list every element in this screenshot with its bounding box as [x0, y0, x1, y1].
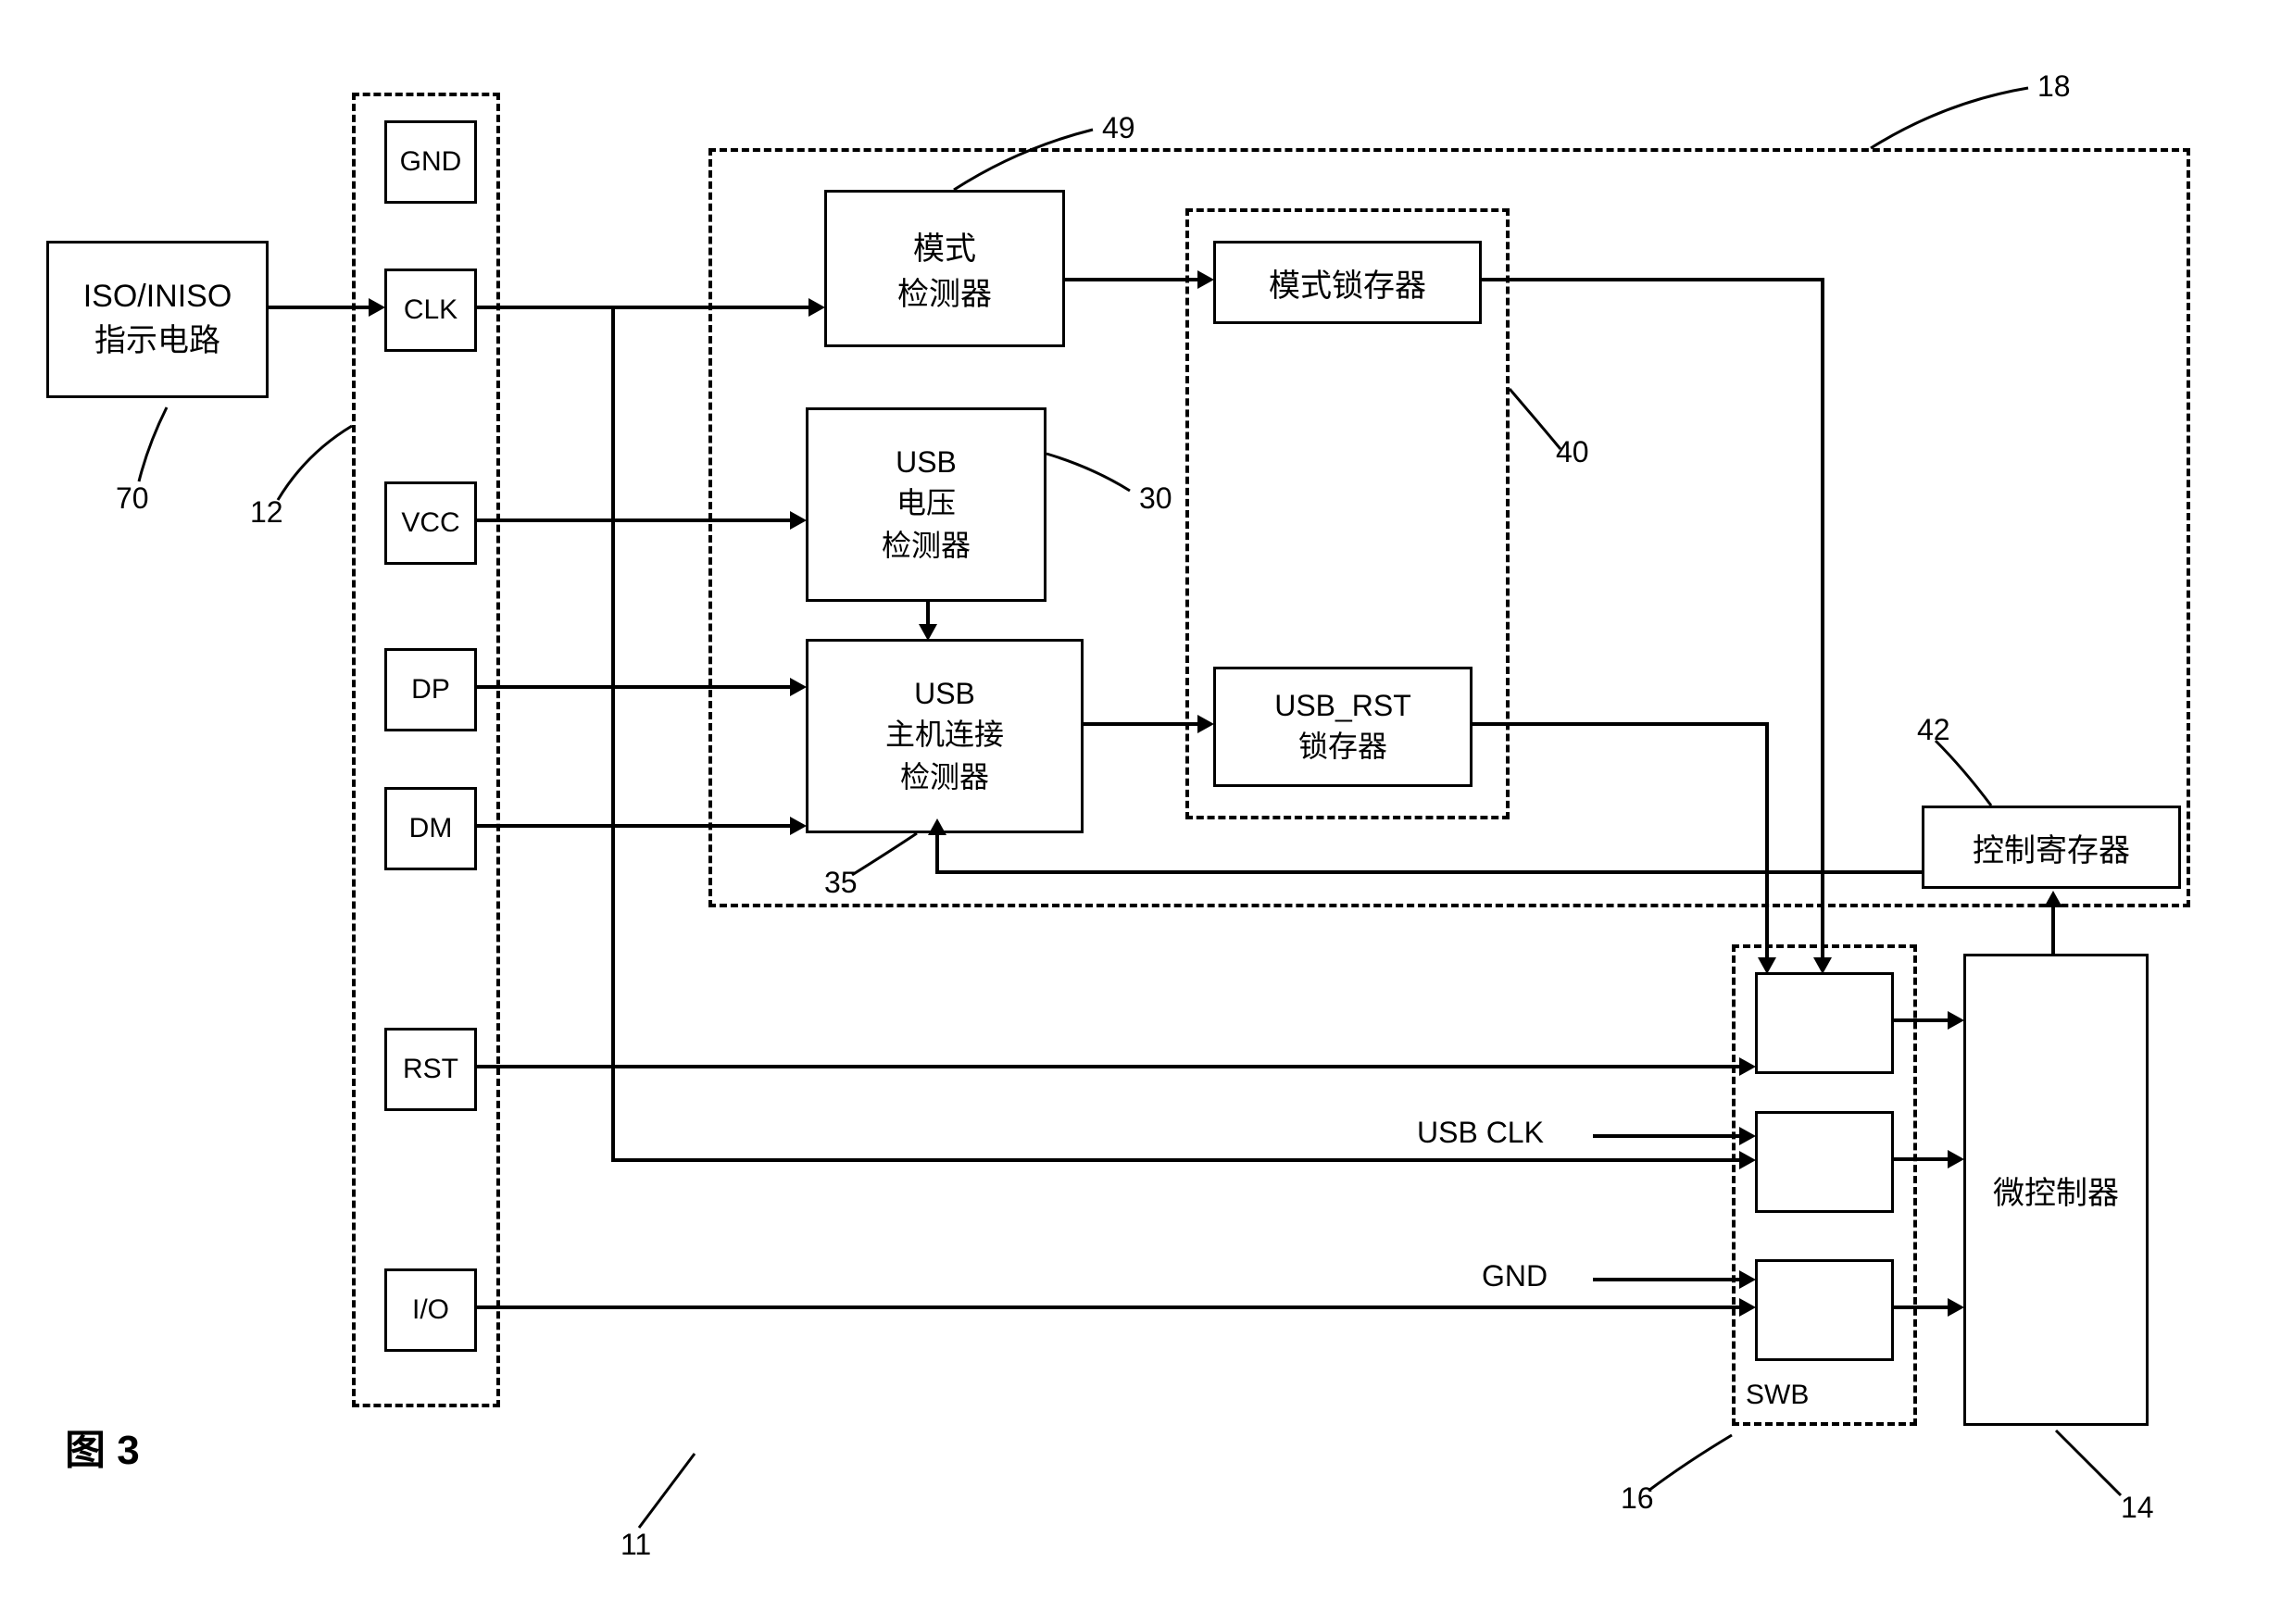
- line-mlatch-v: [1821, 278, 1824, 957]
- pin-rst: RST: [384, 1028, 477, 1111]
- arrow-rst-swb: [1758, 957, 1776, 974]
- usb-voltage-l3: 检测器: [882, 522, 971, 565]
- ref-11: 11: [620, 1528, 651, 1562]
- arrow-iso-clk: [369, 298, 385, 317]
- microcontroller: 微控制器: [1963, 954, 2149, 1426]
- arrow-rst-swb: [1739, 1057, 1756, 1076]
- pin-clk: CLK: [384, 269, 477, 352]
- ref-12: 12: [250, 495, 283, 530]
- line-mlatch-h: [1482, 278, 1824, 281]
- iso-line2: 指示电路: [94, 315, 220, 360]
- pin-clk-label: CLK: [404, 294, 457, 326]
- line-swb3-mcu: [1894, 1305, 1948, 1309]
- ref-16: 16: [1621, 1481, 1654, 1516]
- line-dp-host: [477, 685, 790, 689]
- pin-gnd: GND: [384, 120, 477, 204]
- arrow-swb1-mcu: [1948, 1011, 1964, 1030]
- usb-host-l2: 主机连接: [885, 711, 1004, 754]
- arrow-mlatch-swb: [1813, 957, 1832, 974]
- ref-18: 18: [2037, 69, 2071, 104]
- arrow-usbclk: [1739, 1127, 1756, 1145]
- usb-host-l3: 检测器: [900, 754, 989, 796]
- control-register: 控制寄存器: [1922, 806, 2181, 889]
- pin-vcc: VCC: [384, 481, 477, 565]
- arrow-dp-host: [790, 678, 807, 696]
- swb-in2: [1755, 1111, 1894, 1213]
- arrow-gnd-sig: [1739, 1270, 1756, 1289]
- line-swb1-mcu: [1894, 1018, 1948, 1022]
- mcu-label: 微控制器: [1993, 1168, 2119, 1213]
- arrow-clk-swb: [1739, 1151, 1756, 1169]
- usb-rst-latch: USB_RST 锁存器: [1213, 667, 1473, 787]
- line-clk-h2: [611, 1158, 1739, 1162]
- pin-gnd-label: GND: [400, 146, 462, 178]
- mode-detector-l1: 模式: [913, 223, 976, 269]
- line-io-h: [477, 1305, 1739, 1309]
- usb-clk-label: USB CLK: [1417, 1116, 1544, 1150]
- line-gnd-sig: [1593, 1278, 1739, 1281]
- arrow-usbv-host: [919, 624, 937, 641]
- figure-label: 图 3: [65, 1417, 140, 1476]
- line-dm-host: [477, 824, 790, 828]
- pin-io: I/O: [384, 1268, 477, 1352]
- line-usbv-host: [926, 602, 930, 624]
- line-usbclk: [1593, 1134, 1739, 1138]
- line-vcc-usbv: [477, 518, 790, 522]
- arrow-swb3-mcu: [1948, 1298, 1964, 1317]
- line-iso-clk: [269, 306, 369, 309]
- ref-42: 42: [1917, 713, 1950, 747]
- pin-rst-label: RST: [403, 1054, 458, 1085]
- swb-label: SWB: [1746, 1380, 1809, 1411]
- line-creg-h: [935, 870, 1922, 874]
- arrow-mode-latch: [1197, 270, 1214, 289]
- ref-30: 30: [1139, 481, 1172, 516]
- ref-70: 70: [116, 481, 149, 516]
- iso-iniso-block: ISO/INISO 指示电路: [46, 241, 269, 398]
- arrow-clk-mode: [808, 298, 825, 317]
- usb-host-l1: USB: [914, 677, 975, 711]
- swb-in3: [1755, 1259, 1894, 1361]
- mode-latch: 模式锁存器: [1213, 241, 1482, 324]
- pin-dm: DM: [384, 787, 477, 870]
- swb-in1: [1755, 972, 1894, 1074]
- usb-voltage-l1: USB: [896, 445, 957, 480]
- iso-line1: ISO/INISO: [83, 279, 232, 315]
- line-mcu-creg: [2051, 906, 2055, 954]
- arrow-io-swb: [1739, 1298, 1756, 1317]
- line-rst-latch-h: [1473, 722, 1769, 726]
- usb-rst-l1: USB_RST: [1274, 689, 1411, 723]
- usb-host-detector: USB 主机连接 检测器: [806, 639, 1084, 833]
- arrow-mcu-creg: [2044, 891, 2062, 907]
- arrow-swb2-mcu: [1948, 1150, 1964, 1168]
- mode-latch-label: 模式锁存器: [1269, 260, 1426, 306]
- line-creg-v: [935, 833, 939, 874]
- pin-dp-label: DP: [411, 674, 450, 706]
- ref-14: 14: [2121, 1491, 2154, 1525]
- arrow-host-rst: [1197, 715, 1214, 733]
- line-clk-mode: [477, 306, 808, 309]
- line-swb2-mcu: [1894, 1157, 1948, 1161]
- line-clk-v: [611, 306, 615, 1162]
- mode-detector-l2: 检测器: [897, 269, 992, 314]
- pin-dp: DP: [384, 648, 477, 731]
- usb-voltage-l2: 电压: [896, 480, 956, 522]
- pin-vcc-label: VCC: [401, 507, 459, 539]
- ref-40: 40: [1556, 435, 1589, 469]
- ref-49: 49: [1102, 111, 1135, 145]
- gnd-sig-label: GND: [1482, 1259, 1548, 1293]
- usb-rst-l2: 锁存器: [1298, 723, 1387, 766]
- line-rst-latch-v: [1765, 722, 1769, 957]
- line-rst-h: [477, 1065, 1739, 1068]
- usb-voltage-detector: USB 电压 检测器: [806, 407, 1047, 602]
- pin-dm-label: DM: [409, 813, 453, 844]
- arrow-creg-host: [928, 818, 946, 835]
- arrow-dm-host: [790, 817, 807, 835]
- line-mode-latch: [1065, 278, 1197, 281]
- line-host-rst: [1084, 722, 1197, 726]
- arrow-vcc-usbv: [790, 511, 807, 530]
- control-reg-label: 控制寄存器: [1973, 825, 2130, 870]
- ref-35: 35: [824, 866, 858, 900]
- mode-detector: 模式 检测器: [824, 190, 1065, 347]
- pin-io-label: I/O: [412, 1294, 449, 1326]
